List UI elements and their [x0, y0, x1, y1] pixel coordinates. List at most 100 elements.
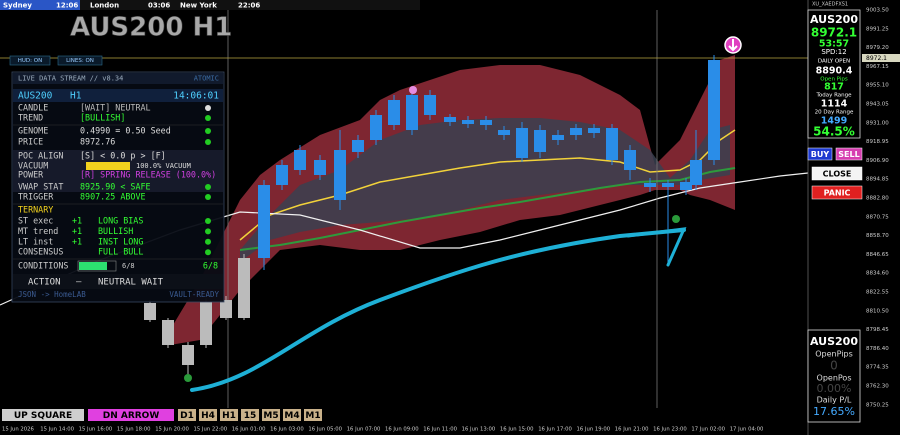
time-tick: 15 Jun 16:00 — [79, 427, 113, 433]
status-dot — [205, 128, 211, 134]
status-dot — [205, 194, 211, 200]
time-tick: 16 Jun 01:00 — [232, 427, 266, 433]
bottom-button-label[interactable]: DN ARROW — [103, 411, 160, 421]
stats-text: 1499 — [821, 116, 847, 127]
stats-text: 54.5% — [813, 125, 855, 139]
hud-value: FULL BULL — [98, 247, 143, 257]
price-tick: 9003.50 — [866, 8, 889, 14]
hud-label: POWER — [18, 170, 44, 180]
candle-body — [534, 130, 546, 152]
pnl-panel — [807, 329, 861, 423]
stats-text: SPD:12 — [821, 48, 846, 56]
trade-button[interactable] — [807, 147, 833, 161]
session-highlight — [0, 0, 80, 10]
candle-body — [294, 150, 306, 170]
time-tick: 17 Jun 02:00 — [691, 427, 725, 433]
hud-label: TREND — [18, 113, 43, 123]
trade-button-label[interactable]: BUY — [811, 150, 830, 159]
trade-button[interactable] — [811, 185, 863, 200]
hud-label: CANDLE — [18, 103, 48, 113]
hud-label: ST exec — [18, 216, 53, 226]
time-tick: 16 Jun 09:00 — [385, 427, 419, 433]
price-tick: 8822.55 — [866, 290, 889, 296]
candle-body — [480, 120, 492, 125]
price-tick: 8870.75 — [866, 214, 889, 220]
bottom-button[interactable] — [262, 409, 280, 421]
status-dot — [205, 105, 211, 111]
session-city: Sydney — [3, 2, 32, 10]
trade-button-label[interactable]: SELL — [838, 150, 859, 159]
session-time: 03:06 — [148, 2, 170, 10]
signal-dot — [409, 86, 417, 94]
bottom-button[interactable] — [304, 409, 322, 421]
hud-value: [S] < 0.0 p > [F] — [80, 151, 166, 161]
candle-body — [516, 128, 528, 158]
toggle-label[interactable]: LINES: ON — [66, 58, 94, 64]
status-dot — [205, 228, 211, 235]
stats-text: 8890.4 — [816, 66, 853, 77]
bottom-button[interactable] — [199, 409, 217, 421]
bottom-button-label[interactable]: UP SQUARE — [14, 411, 72, 421]
bottom-button[interactable] — [88, 409, 174, 421]
price-tick: 8955.10 — [866, 83, 889, 89]
candle-body — [690, 160, 702, 185]
toggle-button[interactable] — [57, 55, 103, 66]
stats-text: Today Range — [815, 93, 852, 99]
stats-text: 8972.1 — [811, 26, 857, 40]
hud-footer: VAULT-READY — [169, 290, 219, 299]
time-tick: 15 Jun 2026 — [2, 427, 34, 433]
pnl-text: AUS200 — [810, 335, 858, 348]
time-tick: 16 Jun 21:00 — [615, 427, 649, 433]
pnl-text: OpenPos — [817, 374, 852, 383]
hud-header-band — [13, 73, 223, 84]
hud-score: +1 — [72, 226, 82, 236]
chart-title: AUS200 H1 — [70, 13, 232, 43]
bottom-button[interactable] — [178, 409, 196, 421]
bottom-button[interactable] — [220, 409, 238, 421]
time-tick: 16 Jun 15:00 — [500, 427, 534, 433]
symbol-code: XU_XAEDFXS1 — [812, 2, 848, 8]
signal-dot — [184, 374, 192, 382]
price-tick: 8918.95 — [866, 139, 889, 145]
hud-value: [BULLISH] — [80, 113, 125, 123]
green-line — [239, 167, 736, 251]
trade-button[interactable] — [811, 166, 863, 181]
hud-action-label: ACTION — [28, 278, 61, 288]
hud-value: 8925.90 < SAFE — [80, 182, 151, 192]
stats-panel — [807, 9, 861, 139]
price-tick: 8846.65 — [866, 252, 889, 258]
bottom-button[interactable] — [241, 409, 259, 421]
candle-body — [352, 140, 364, 152]
conditions-bar — [79, 262, 107, 270]
bottom-button-label[interactable]: M4 — [284, 411, 299, 421]
price-tick: 8882.80 — [866, 196, 889, 202]
toggle-button[interactable] — [9, 55, 51, 66]
price-tick: 8894.85 — [866, 177, 889, 183]
price-tick: 8798.45 — [866, 327, 889, 333]
trade-button[interactable] — [835, 147, 863, 161]
price-tick: 8967.15 — [866, 64, 889, 70]
bottom-button-label[interactable]: D1 — [180, 411, 194, 421]
current-price-box — [862, 54, 900, 62]
bottom-button[interactable] — [2, 409, 84, 421]
bottom-button-label[interactable]: M1 — [305, 411, 320, 421]
bottom-button-label[interactable]: H4 — [201, 411, 215, 421]
sell-arrow-icon — [728, 39, 738, 52]
bottom-button-label[interactable]: 15 — [244, 411, 257, 421]
time-tick: 16 Jun 03:00 — [270, 427, 304, 433]
trade-button-label[interactable]: PANIC — [824, 189, 851, 198]
hud-label: LT inst — [18, 236, 53, 246]
session-time: 12:06 — [56, 2, 78, 10]
hud-label: POC ALIGN — [18, 151, 63, 161]
bottom-button-label[interactable]: M5 — [263, 411, 278, 421]
candle-body — [708, 60, 720, 160]
stats-text: 20 Day Range — [815, 110, 854, 116]
trade-button-label[interactable]: CLOSE — [823, 170, 852, 179]
signal-dot — [672, 215, 680, 223]
time-tick: 16 Jun 19:00 — [577, 427, 611, 433]
hud-score: +1 — [72, 236, 82, 246]
bottom-button[interactable] — [283, 409, 301, 421]
bottom-button-label[interactable]: H1 — [222, 411, 236, 421]
toggle-label[interactable]: HUD: ON — [18, 58, 42, 64]
hud-section-title: TERNARY — [18, 205, 53, 215]
